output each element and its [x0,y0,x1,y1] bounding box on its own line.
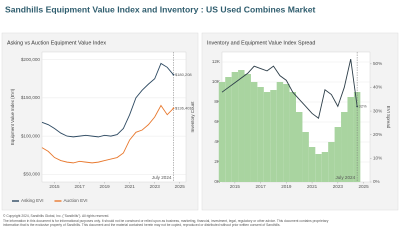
legend-label: Asking EVI [21,198,43,203]
y-tick-label: $50,000 [23,172,40,177]
x-tick-label: 2017 [255,184,266,189]
annotation-label: July 2024 [335,175,355,180]
inventory-bar [231,72,239,182]
y-tick-label: $100,000 [21,133,41,138]
plot-area [41,51,187,183]
x-tick-label: 2015 [49,184,60,189]
y-tick-label: 4K [214,139,221,144]
y-tick-label: 6K [214,119,221,124]
series-line [41,104,174,164]
x-tick-label: 2025 [175,184,186,189]
disclaimer-line: The information in this document is for … [3,219,329,223]
inventory-bar [341,112,348,182]
inventory-bar [308,147,316,182]
y2-tick-label: 20% [373,132,382,137]
inventory-bar [257,87,264,182]
y-tick-label: $200,000 [21,57,41,62]
inventory-bar [244,74,251,182]
inventory-bar [263,92,271,182]
inventory-bar [289,92,296,182]
inventory-bar [302,132,309,182]
inventory-bar [328,142,335,182]
y2-tick-label: 0% [373,179,380,184]
inventory-bar [276,82,284,182]
y-axis-label: Inventory Count [190,101,195,133]
x-tick-label: 2015 [230,184,241,189]
y2-tick-label: 30% [373,108,382,113]
annotation-label: July 2024 [152,175,172,180]
copyright: © Copyright 2024, Sandhills Global, Inc.… [3,214,109,218]
inventory-bar [321,152,329,182]
y2-tick-label: 10% [373,156,382,161]
y2-tick-label: 50% [373,61,382,66]
series-line [41,62,174,138]
y-tick-label: 12K [212,59,221,64]
inventory-bar [225,77,232,182]
y-tick-label: $150,000 [21,95,41,100]
panel-title: Inventory and Equipment Value Index Spre… [207,40,315,46]
value-label: 32% [359,103,367,108]
point-marker [172,107,175,110]
panel-title: Asking vs Auction Equipment Value Index [7,40,106,46]
value-label: $136,401 [175,105,192,110]
inventory-bar [315,154,322,182]
inventory-bar [270,90,277,182]
point-marker [356,105,359,108]
inventory-bar [334,127,342,182]
y2-axis-label: EVI Spread [386,106,391,129]
x-tick-label: 2023 [150,184,161,189]
inventory-bar [296,112,303,182]
inventory-bar [218,82,226,182]
x-tick-label: 2019 [281,184,292,189]
x-tick-label: 2019 [99,184,110,189]
y2-tick-label: 40% [373,85,382,90]
dashboard: Sandhills Equipment Value Index and Inve… [1,4,399,227]
x-tick-label: 2023 [333,184,344,189]
y-tick-label: 2K [214,159,221,164]
x-tick-label: 2017 [74,184,85,189]
y-axis-label: Equipment Value Index (EVI) [10,88,15,145]
page-title: Sandhills Equipment Value Index and Inve… [5,4,316,14]
point-marker [172,73,175,76]
inventory-bar [347,97,354,182]
x-tick-label: 2021 [125,184,136,189]
disclaimer-line: information that is the exclusive proper… [3,223,280,227]
x-tick-label: 2025 [358,184,369,189]
legend-label: Auction EVI [63,198,87,203]
inventory-bar [238,70,245,182]
y-tick-label: 8K [214,99,221,104]
x-tick-label: 2021 [307,184,318,189]
y-tick-label: 10K [212,79,221,84]
value-label: $180,208 [175,72,192,77]
inventory-bar [283,84,290,182]
series-line [221,58,358,119]
page: {"title": "Sandhills Equipment Value Ind… [1,4,399,227]
inventory-bar [250,82,258,182]
y-tick-label: 0K [214,179,221,184]
